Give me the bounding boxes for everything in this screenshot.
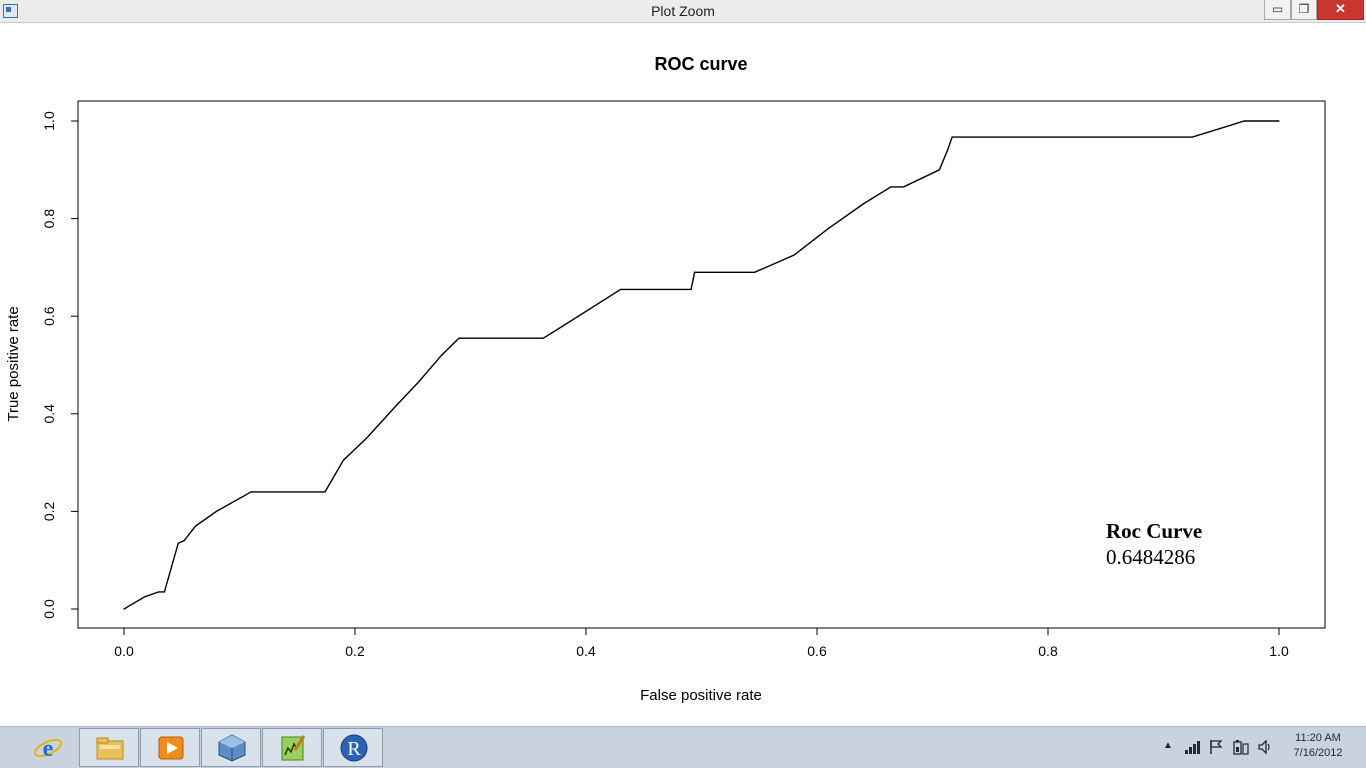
x-axis-label: False positive rate — [640, 687, 762, 704]
internet-explorer-icon: e — [34, 736, 62, 762]
roc-point — [793, 254, 795, 256]
maximize-button[interactable]: ❐ — [1291, 0, 1317, 20]
y-tick-label: 0.0 — [41, 599, 57, 619]
roc-point — [946, 149, 949, 151]
roc-point — [890, 186, 892, 188]
x-tick-label: 0.4 — [576, 643, 596, 659]
y-axis-label: True positive rate — [5, 306, 22, 421]
r-icon: R — [340, 734, 368, 762]
roc-point — [951, 136, 953, 138]
roc-point — [324, 491, 326, 493]
close-button[interactable]: ✕ — [1317, 0, 1364, 20]
speaker-volume-icon[interactable] — [1257, 739, 1273, 755]
roc-point — [394, 405, 397, 408]
power-battery-icon[interactable] — [1232, 739, 1250, 755]
network-signal-icon[interactable] — [1184, 739, 1202, 755]
roc-point — [342, 459, 345, 461]
roc-point — [903, 186, 905, 188]
y-tick-label: 0.2 — [41, 501, 57, 521]
roc-point — [215, 510, 217, 512]
roc-point — [183, 540, 185, 542]
virtualbox-icon — [218, 734, 246, 762]
roc-point — [1191, 136, 1193, 138]
x-tick-label: 1.0 — [1269, 643, 1289, 659]
notepad-icon — [281, 735, 306, 761]
window-title: Plot Zoom — [651, 3, 715, 19]
legend-value: 0.6484286 — [1106, 545, 1195, 569]
x-tick-label: 0.8 — [1038, 643, 1058, 659]
roc-point — [562, 325, 564, 327]
roc-point — [158, 591, 160, 593]
roc-point — [144, 596, 146, 598]
roc-point — [862, 203, 864, 205]
y-axis: 0.0 0.2 0.4 0.6 0.8 1.0 — [41, 111, 79, 619]
roc-point — [417, 381, 420, 383]
y-tick-label: 0.8 — [41, 209, 57, 229]
roc-point — [163, 591, 166, 593]
roc-curve-points — [123, 120, 1280, 610]
legend-title: Roc Curve — [1106, 519, 1202, 543]
roc-point — [1278, 120, 1280, 122]
clock-date: 7/16/2012 — [1293, 747, 1343, 759]
roc-point — [1243, 120, 1245, 122]
y-tick-label: 1.0 — [41, 111, 57, 131]
svg-text:e: e — [43, 736, 54, 762]
taskbar-app-internet-explorer[interactable]: e — [17, 728, 77, 767]
x-tick-label: 0.6 — [807, 643, 827, 659]
roc-point — [195, 525, 197, 527]
minimize-button[interactable]: ▭ — [1264, 0, 1291, 20]
roc-point — [690, 288, 692, 290]
clock-time: 11:20 AM — [1295, 732, 1341, 744]
roc-point — [177, 542, 179, 544]
chart-title: ROC curve — [654, 54, 747, 74]
y-tick-label: 0.4 — [41, 404, 57, 424]
app-icon[interactable] — [3, 4, 18, 18]
taskbar-app-virtualbox[interactable] — [201, 728, 261, 767]
roc-point — [542, 337, 544, 339]
roc-point — [938, 169, 941, 171]
roc-plot: ROC curve 0.0 0.2 0.4 0.6 0.8 1.0 0.00.20.40.… — [5, 54, 1326, 704]
taskbar: e R ▲ — [0, 726, 1366, 768]
roc-point — [827, 227, 830, 229]
x-tick-label: 0.2 — [345, 643, 365, 659]
roc-point — [441, 354, 443, 356]
roc-point — [365, 437, 368, 439]
system-clock[interactable]: 11:20 AM 7/16/2012 — [1282, 731, 1354, 761]
y-tick-label: 0.6 — [41, 306, 57, 326]
taskbar-app-media-player[interactable] — [140, 728, 200, 767]
media-player-icon — [158, 736, 184, 760]
taskbar-app-file-explorer[interactable] — [79, 728, 139, 767]
svg-text:R: R — [347, 738, 361, 760]
roc-point — [458, 337, 460, 339]
roc-point — [250, 491, 252, 493]
window-titlebar[interactable]: Plot Zoom ▭ ❐ ✕ — [0, 0, 1366, 23]
folder-icon — [96, 737, 124, 760]
roc-point — [123, 608, 125, 610]
roc-point — [620, 288, 622, 290]
tray-show-hidden-icons[interactable]: ▲ — [1163, 740, 1173, 751]
x-axis: 0.0 0.2 0.4 0.6 0.8 1.0 — [114, 627, 1289, 659]
taskbar-app-r-console[interactable]: R — [323, 728, 383, 767]
roc-point — [754, 271, 756, 273]
roc-point — [693, 271, 696, 273]
action-center-flag-icon[interactable] — [1208, 739, 1224, 755]
x-tick-label: 0.0 — [114, 643, 134, 659]
taskbar-app-notepad[interactable] — [262, 728, 322, 767]
